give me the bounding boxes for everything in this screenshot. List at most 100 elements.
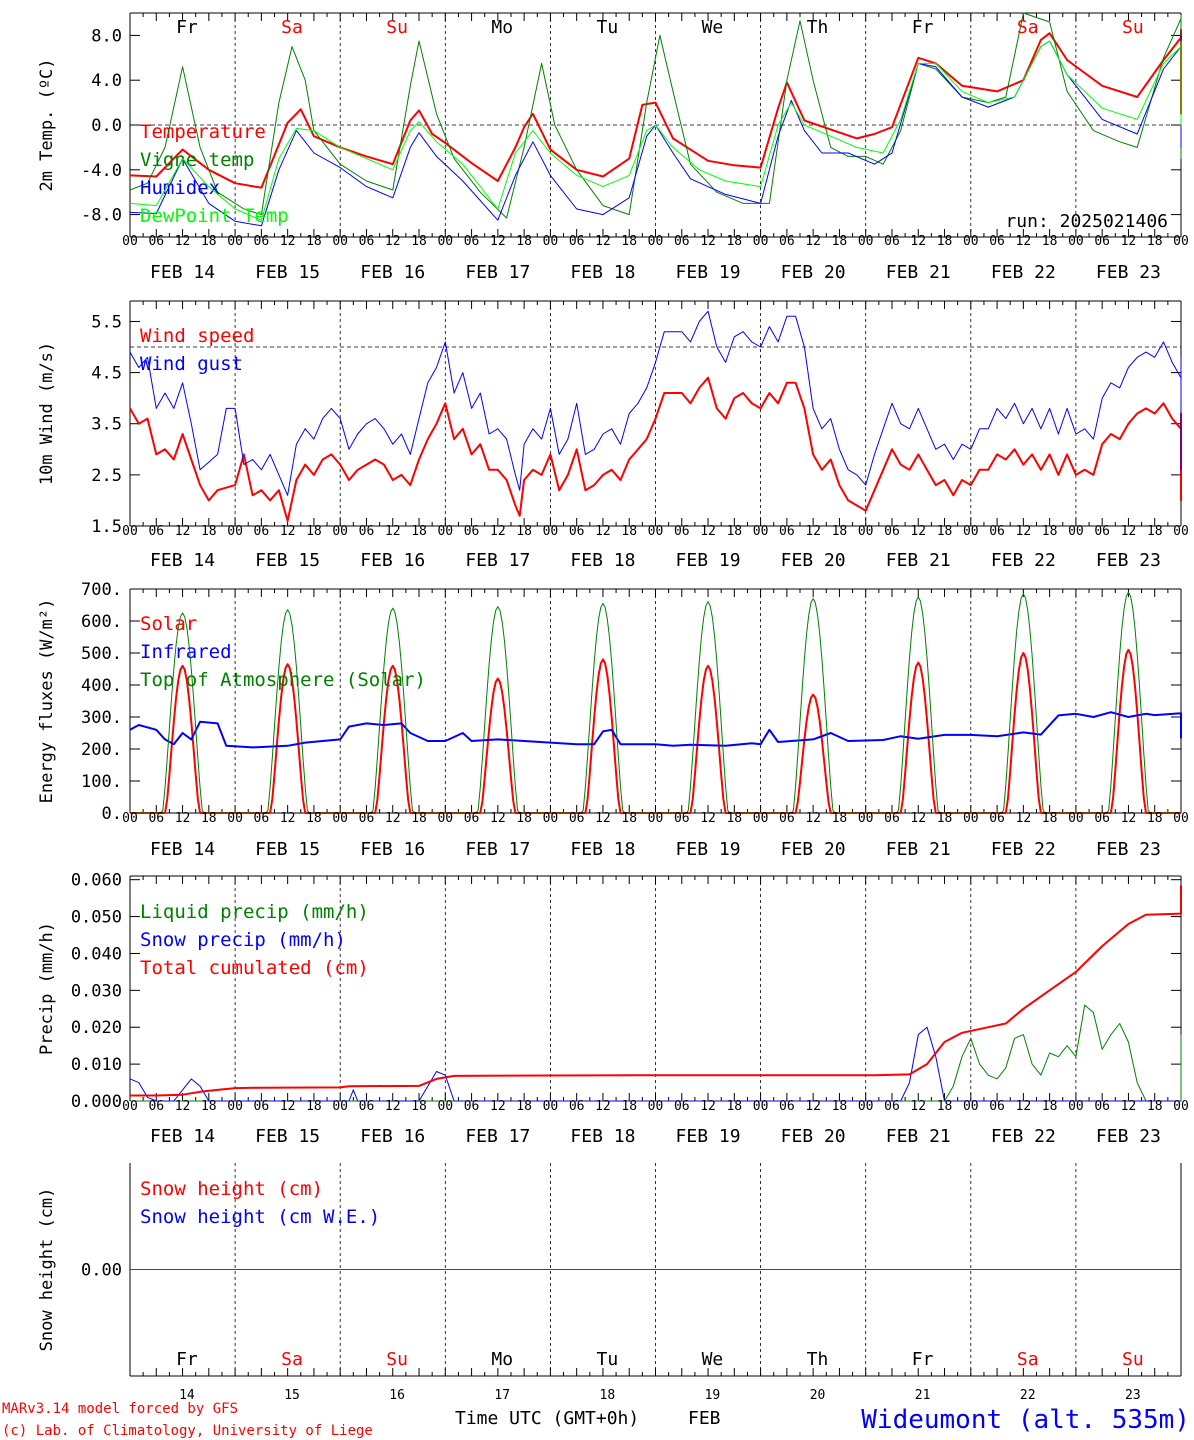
hour-tick-label: 00 — [1068, 524, 1084, 539]
y-tick-label: 2.5 — [91, 466, 122, 486]
hour-tick-label: 18 — [411, 811, 427, 826]
date-label: FEB 15 — [255, 1126, 320, 1147]
hour-tick-label: 18 — [201, 234, 217, 249]
legend-entry: Liquid precip (mm/h) — [140, 901, 369, 923]
hour-tick-label: 06 — [464, 811, 480, 826]
date-label: FEB 23 — [1096, 1126, 1161, 1147]
hour-tick-label: 12 — [1121, 1099, 1137, 1114]
y-tick-label: 1.5 — [91, 517, 122, 537]
hour-tick-label: 06 — [148, 1099, 164, 1114]
day-number-label: 22 — [1020, 1388, 1036, 1403]
panel-1: 8.0 4.0 0.0 -4.0 -8.0 2m Temp. (ºC) Temperatur… — [37, 12, 1189, 283]
series-line-infrared — [129, 711, 1182, 749]
date-label: FEB 15 — [255, 550, 320, 571]
hour-tick-label: 12 — [1121, 524, 1137, 539]
weekday-label: Sa — [281, 1349, 303, 1370]
hour-tick-label: 06 — [884, 811, 900, 826]
hour-tick-label: 06 — [674, 1099, 690, 1114]
weekday-label: Th — [807, 1349, 829, 1370]
hour-tick-label: 12 — [280, 811, 296, 826]
hour-tick-label: 00 — [858, 524, 874, 539]
weekday-label: Mo — [491, 17, 513, 38]
hour-tick-label: 18 — [726, 811, 742, 826]
hour-tick-label: 00 — [753, 1099, 769, 1114]
series-line-liquid-precip-mm-h- — [130, 1004, 1182, 1102]
hour-tick-label: 12 — [385, 811, 401, 826]
hour-tick-label: 06 — [779, 811, 795, 826]
weekday-label: Su — [386, 1349, 408, 1370]
hour-tick-label: 00 — [858, 234, 874, 249]
hour-tick-label: 00 — [648, 1099, 664, 1114]
y-tick-label: 5.5 — [91, 312, 122, 332]
hour-tick-label: 12 — [910, 811, 926, 826]
y-axis-label: Precip (mm/h) — [37, 922, 57, 1055]
hour-tick-label: 18 — [937, 811, 953, 826]
hour-tick-label: 18 — [726, 1099, 742, 1114]
date-label: FEB 17 — [465, 550, 530, 571]
day-number-label: 19 — [705, 1388, 721, 1403]
hour-tick-label: 12 — [595, 524, 611, 539]
hour-tick-label: 06 — [674, 524, 690, 539]
credit-line-2: (c) Lab. of Climatology, University of L… — [2, 1423, 373, 1439]
hour-tick-label: 00 — [543, 1099, 559, 1114]
y-axis-label: 2m Temp. (ºC) — [37, 58, 57, 191]
hour-tick-label: 00 — [1173, 1099, 1189, 1114]
panel-4: 0.060 0.050 0.040 0.030 0.020 0.010 0.000 Preci… — [37, 871, 1189, 1147]
credit-line-1: MARv3.14 model forced by GFS — [2, 1401, 238, 1417]
hour-tick-label: 06 — [1094, 234, 1110, 249]
hour-tick-label: 06 — [779, 1099, 795, 1114]
hour-tick-label: 06 — [1094, 524, 1110, 539]
day-number-label: 17 — [494, 1388, 510, 1403]
date-label: FEB 16 — [360, 839, 425, 860]
hour-tick-label: 18 — [516, 234, 532, 249]
hour-tick-label: 18 — [1042, 524, 1058, 539]
hour-tick-label: 06 — [884, 524, 900, 539]
date-label: FEB 21 — [886, 550, 951, 571]
date-label: FEB 22 — [991, 262, 1056, 283]
day-number-label: 18 — [600, 1388, 616, 1403]
hour-tick-label: 06 — [779, 234, 795, 249]
y-tick-label: 0.050 — [71, 908, 122, 928]
hour-tick-label: 12 — [175, 524, 191, 539]
hour-tick-label: 18 — [621, 811, 637, 826]
hour-tick-label: 00 — [332, 524, 348, 539]
hour-tick-label: 06 — [254, 234, 270, 249]
hour-tick-label: 06 — [464, 234, 480, 249]
panel-5: 0.00 Snow height (cm) Snow height (cm) Snow… — [37, 1163, 1182, 1403]
hour-tick-label: 00 — [122, 234, 138, 249]
legend-entry: Infrared — [140, 641, 232, 663]
date-label: FEB 14 — [150, 839, 215, 860]
x-axis-month: FEB — [688, 1408, 721, 1429]
date-label: FEB 14 — [150, 1126, 215, 1147]
hour-tick-label: 12 — [1016, 811, 1032, 826]
hour-tick-label: 06 — [359, 1099, 375, 1114]
hour-tick-label: 00 — [963, 811, 979, 826]
date-label: FEB 17 — [465, 839, 530, 860]
hour-tick-label: 00 — [1068, 1099, 1084, 1114]
y-tick-label: 4.0 — [91, 71, 122, 91]
date-label: FEB 23 — [1096, 550, 1161, 571]
weekday-label: Tu — [596, 17, 618, 38]
y-tick-label: -4.0 — [81, 161, 122, 181]
legend-entry: Wind speed — [140, 325, 254, 347]
hour-tick-label: 18 — [306, 811, 322, 826]
hour-tick-label: 06 — [148, 234, 164, 249]
date-label: FEB 20 — [781, 262, 846, 283]
series-line-dewpoint-temp — [129, 40, 1182, 221]
y-tick-label: 500. — [81, 644, 122, 664]
panels: 8.0 4.0 0.0 -4.0 -8.0 2m Temp. (ºC) Temperatur… — [37, 12, 1189, 1403]
hour-tick-label: 12 — [1121, 234, 1137, 249]
y-tick-label: 700. — [81, 580, 122, 600]
hour-tick-label: 12 — [805, 234, 821, 249]
station-label: Wideumont (alt. 535m) — [861, 1405, 1190, 1435]
hour-tick-label: 00 — [1173, 234, 1189, 249]
date-label: FEB 20 — [781, 1126, 846, 1147]
hour-tick-label: 00 — [648, 234, 664, 249]
hour-tick-label: 00 — [227, 811, 243, 826]
hour-tick-label: 18 — [306, 524, 322, 539]
date-label: FEB 22 — [991, 1126, 1056, 1147]
hour-tick-label: 00 — [858, 811, 874, 826]
hour-tick-label: 06 — [989, 234, 1005, 249]
hour-tick-label: 06 — [359, 524, 375, 539]
